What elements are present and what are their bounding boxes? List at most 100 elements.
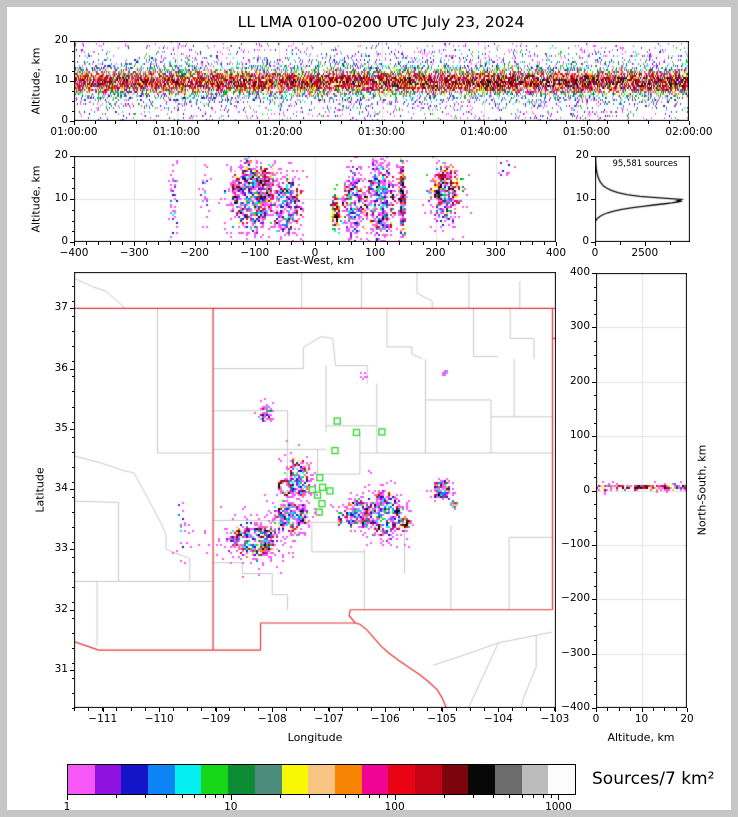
ns-ytick [592, 436, 596, 438]
map-ytick-label: 36 [54, 361, 68, 374]
ew-yminor [71, 166, 74, 168]
time-xtick [279, 121, 280, 125]
colorbar-minor-tick [223, 795, 225, 798]
map-yminor [71, 632, 74, 634]
hist-xtick [595, 242, 596, 246]
plan-view-map-panel [74, 272, 556, 708]
ns-ytick [592, 653, 596, 655]
map-xminor [285, 708, 287, 711]
time-yminor [71, 101, 74, 102]
map-xminor [370, 708, 372, 711]
time-xtick [176, 121, 178, 125]
ns-ytick [592, 544, 596, 546]
time-height-panel [74, 41, 689, 121]
colorbar-tick [394, 795, 396, 800]
ns-yminor [593, 504, 596, 506]
colorbar-cell-10 [334, 765, 362, 794]
map-xminor [441, 708, 443, 711]
ew-xminor [170, 242, 172, 245]
map-xminor [74, 708, 75, 711]
figure-title: LL LMA 0100-0200 UTC July 23, 2024 [237, 13, 525, 31]
map-xminor [271, 708, 273, 711]
hist-xminor [619, 242, 621, 245]
ew-xtick-label: −400 [59, 247, 89, 259]
ew-xminor [230, 242, 232, 245]
time-xtick [586, 121, 588, 125]
ew-xminor [290, 242, 292, 245]
colorbar-cell-16 [495, 765, 522, 794]
time-xtick-label: 01:10:00 [152, 126, 201, 138]
time-yminor [71, 51, 74, 52]
map-yminor [71, 331, 74, 333]
map-yminor [71, 436, 74, 438]
map-xminor [187, 708, 189, 711]
ew-xminor [483, 242, 485, 245]
time-xminor [258, 121, 260, 124]
colorbar-tick-label: 1000 [545, 801, 572, 813]
map-ytick-label: 37 [54, 301, 68, 314]
time-xtick [381, 121, 383, 125]
ew-panel-ylabel: Altitude, km [29, 165, 43, 233]
time-xminor [443, 121, 444, 124]
map-ytick-label: 33 [54, 542, 68, 555]
altitude-histogram-panel [595, 156, 690, 242]
colorbar-cell-9 [308, 765, 335, 794]
ew-ytick [70, 242, 74, 243]
colorbar-minor-tick [145, 795, 147, 798]
map-ytick [70, 489, 74, 491]
hist-ytick-label: 10 [575, 192, 589, 205]
map-xlabel: Longitude [287, 731, 343, 744]
hist-xtick-label: 2500 [631, 247, 659, 259]
colorbar-minor-tick [280, 795, 282, 798]
ew-xtick [194, 242, 196, 246]
ns-yminor [593, 286, 596, 288]
hist-ytick-label: 0 [582, 235, 589, 248]
ew-ytick-label: 10 [54, 192, 68, 205]
map-xminor [356, 708, 358, 711]
map-yminor [71, 677, 74, 679]
map-xtick-label: −110 [144, 713, 174, 725]
colorbar-cell-0 [68, 765, 95, 794]
time-xminor [156, 121, 157, 124]
time-xminor [422, 121, 424, 124]
ew-xminor [411, 242, 413, 245]
colorbar-minor-tick [387, 795, 389, 798]
map-ytick-label: 31 [54, 663, 68, 676]
colorbar-cell-4 [174, 765, 202, 794]
map-ylabel: Latitude [33, 467, 47, 513]
ns-yminor [593, 395, 596, 397]
map-xtick-label: −104 [483, 713, 513, 725]
map-xminor [469, 708, 471, 711]
ew-xtick-label: 400 [545, 247, 567, 259]
time-xminor [402, 121, 403, 124]
time-panel-ylabel: Altitude, km [29, 47, 43, 115]
ew-xminor [519, 242, 521, 245]
time-xminor [115, 121, 116, 124]
map-yminor [71, 406, 74, 408]
ew-xminor [447, 242, 449, 245]
map-ytick [70, 549, 74, 551]
map-xtick-label: −107 [314, 713, 344, 725]
colorbar-tick [230, 795, 232, 800]
ns-yminor [593, 585, 596, 587]
colorbar-tick-label: 10 [224, 801, 238, 813]
ns-yminor [593, 340, 596, 342]
hist-ytick [591, 199, 595, 200]
ns-xminor [652, 708, 654, 711]
ns-xminor [675, 708, 677, 711]
colorbar-tick-label: 1 [63, 801, 71, 813]
map-xminor [314, 708, 316, 711]
colorbar-cell-7 [254, 765, 282, 794]
map-xminor [201, 708, 203, 711]
ns-yminor [593, 612, 596, 614]
ns-yminor [593, 694, 596, 696]
ns-yminor [593, 313, 596, 315]
colorbar-minor-tick [369, 795, 371, 798]
map-xtick-label: −109 [201, 713, 231, 725]
ns-ytick-label: 200 [569, 374, 590, 387]
ns-yminor [593, 640, 596, 642]
colorbar-cell-2 [121, 765, 149, 794]
colorbar-cell-15 [468, 765, 495, 794]
time-xtick-label: 02:00:00 [665, 126, 713, 138]
ns-yminor [593, 667, 596, 669]
